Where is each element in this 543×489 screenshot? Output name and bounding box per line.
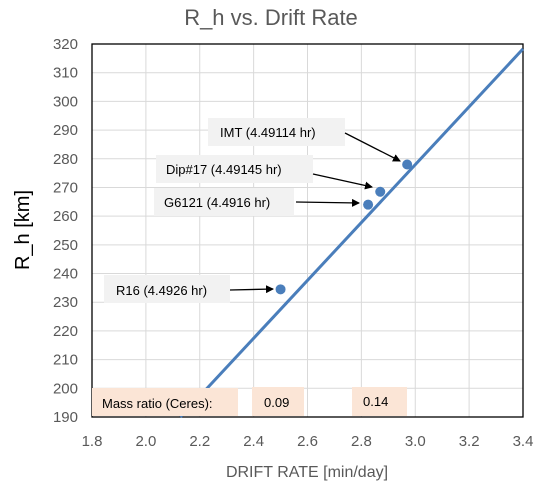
chart-title: R_h vs. Drift Rate xyxy=(184,5,358,30)
y-tick-label: 300 xyxy=(53,93,78,110)
data-point xyxy=(375,186,386,197)
series-line xyxy=(179,47,525,419)
x-tick-label: 3.4 xyxy=(513,433,534,450)
plot-area xyxy=(91,43,524,418)
mass-ratio-row: Mass ratio (Ceres): 0.09 0.14 xyxy=(92,387,407,416)
y-tick-label: 190 xyxy=(53,409,78,426)
data-point xyxy=(363,199,374,210)
data-point xyxy=(275,284,286,295)
y-tick-label: 210 xyxy=(53,352,78,369)
callout-box xyxy=(154,188,294,216)
mass-ratio-value-2: 0.14 xyxy=(363,394,388,409)
callout-arrow xyxy=(295,198,360,207)
y-tick-label: 280 xyxy=(53,151,78,168)
x-tick-label: 2.2 xyxy=(189,433,210,450)
x-tick-label: 3.0 xyxy=(405,433,426,450)
grid-lines xyxy=(91,43,524,418)
y-tick-label: 270 xyxy=(53,179,78,196)
x-tick-label: 2.0 xyxy=(135,433,156,450)
x-tick-label: 2.4 xyxy=(243,433,264,450)
y-axis-title: R_h [km] xyxy=(12,190,34,270)
callout-box xyxy=(156,155,313,183)
y-tick-label: 250 xyxy=(53,237,78,254)
mass-ratio-value-1: 0.09 xyxy=(264,395,289,410)
callout-dip17: Dip#17 (4.49145 hr) xyxy=(166,162,282,177)
y-tick-label: 260 xyxy=(53,208,78,225)
mass-ratio-label: Mass ratio (Ceres): xyxy=(102,396,213,411)
y-tick-labels: 190 200 210 220 230 240 250 260 270 280 290 300 310 3… xyxy=(53,36,78,426)
y-tick-label: 220 xyxy=(53,323,78,340)
mass-ratio-label-box xyxy=(92,388,238,416)
callout-box xyxy=(208,118,345,146)
x-tick-label: 1.8 xyxy=(82,433,103,450)
y-tick-label: 320 xyxy=(53,36,78,53)
callout-arrow xyxy=(312,173,373,190)
callout-g6121: G6121 (4.4916 hr) xyxy=(164,195,270,210)
x-tick-label: 3.2 xyxy=(459,433,480,450)
callout-imt: IMT (4.49114 hr) xyxy=(220,125,316,140)
y-tick-label: 290 xyxy=(53,122,78,139)
x-tick-label: 2.6 xyxy=(297,433,318,450)
data-points xyxy=(275,159,413,295)
y-tick-label: 310 xyxy=(53,65,78,82)
callout-arrow xyxy=(344,132,401,162)
y-tick-label: 200 xyxy=(53,380,78,397)
x-tick-label: 2.8 xyxy=(351,433,372,450)
data-point xyxy=(402,159,413,170)
x-tick-labels: 1.8 2.0 2.2 2.4 2.6 2.8 3.0 3.2 3.4 xyxy=(82,433,534,450)
y-tick-label: 230 xyxy=(53,294,78,311)
mass-ratio-value-box xyxy=(352,387,407,416)
point-callouts: IMT (4.49114 hr) Dip#17 (4.49145 hr) G61… xyxy=(104,118,401,303)
callout-r16: R16 (4.4926 hr) xyxy=(116,283,207,298)
callout-box xyxy=(104,275,230,303)
y-tick-label: 240 xyxy=(53,266,78,283)
mass-ratio-value-box xyxy=(252,387,304,416)
callout-arrow xyxy=(229,285,274,294)
x-axis-title: DRIFT RATE [min/day] xyxy=(226,464,388,481)
